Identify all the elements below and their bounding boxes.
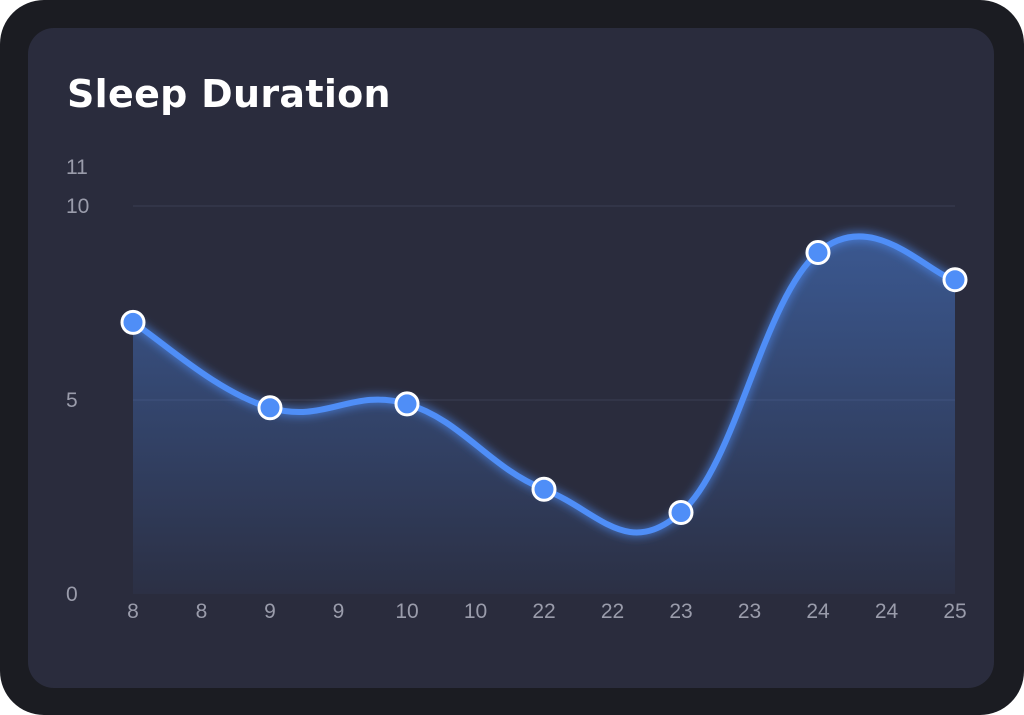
y-tick-label-11: 11 bbox=[66, 156, 88, 179]
data-point-25[interactable] bbox=[942, 267, 968, 293]
data-point-23[interactable] bbox=[668, 500, 694, 526]
data-point-9[interactable] bbox=[257, 395, 283, 421]
chart-card: Sleep Duration 0 5 10 11 8 8 bbox=[28, 28, 994, 688]
x-tick-label: 10 bbox=[464, 600, 487, 623]
data-point-8[interactable] bbox=[120, 309, 146, 335]
x-tick-label: 22 bbox=[532, 600, 555, 623]
x-tick-label: 23 bbox=[738, 600, 761, 623]
x-tick-label: 24 bbox=[875, 600, 899, 623]
y-tick-label-10: 10 bbox=[66, 195, 89, 218]
series-area bbox=[133, 236, 955, 595]
x-tick-label: 25 bbox=[943, 600, 966, 623]
x-tick-label: 8 bbox=[127, 600, 139, 623]
x-tick-label: 8 bbox=[196, 600, 208, 623]
data-point-10[interactable] bbox=[394, 391, 420, 417]
chart-title: Sleep Duration bbox=[67, 72, 391, 116]
sleep-duration-chart: 0 5 10 11 8 8 9 9 10 10 22 22 23 23 24 24 25 bbox=[66, 156, 968, 623]
y-tick-label-0: 0 bbox=[66, 583, 78, 606]
x-tick-label: 22 bbox=[601, 600, 624, 623]
x-tick-label: 24 bbox=[806, 600, 830, 623]
x-tick-label: 23 bbox=[669, 600, 692, 623]
y-tick-label-5: 5 bbox=[66, 389, 78, 412]
data-point-24[interactable] bbox=[805, 240, 831, 266]
data-point-22[interactable] bbox=[531, 476, 557, 502]
x-tick-label: 9 bbox=[264, 600, 276, 623]
x-tick-label: 9 bbox=[333, 600, 345, 623]
x-tick-label: 10 bbox=[395, 600, 418, 623]
